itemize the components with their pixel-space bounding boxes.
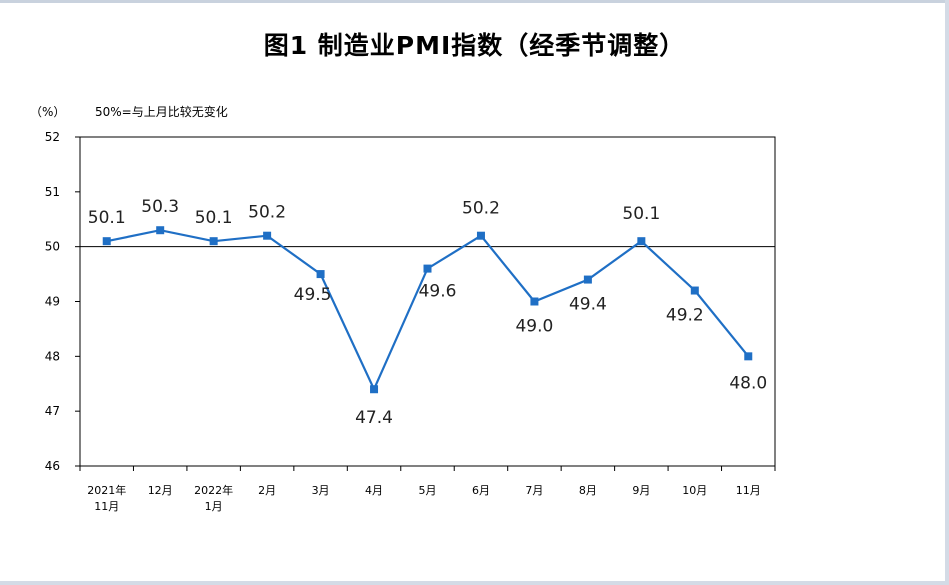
series-line-pmi [106, 229, 750, 392]
data-label-1: 50.3 [141, 197, 179, 217]
y-tick-label-48: 48 [45, 349, 60, 363]
y-tick-label-46: 46 [45, 459, 60, 473]
data-point-3 [263, 231, 272, 240]
y-axis-unit-label: （%） [30, 105, 66, 119]
x-category-label-11: 10月 [682, 484, 707, 497]
data-point-10 [637, 237, 646, 246]
data-point-1 [156, 226, 165, 235]
chart-title: 图1 制造业PMI指数（经季节调整） [263, 31, 686, 60]
data-point-2 [209, 237, 218, 246]
y-tick-label-47: 47 [45, 404, 60, 418]
reference-note: 50%=与上月比较无变化 [95, 105, 228, 119]
data-point-5 [370, 385, 379, 394]
data-label-3: 50.2 [248, 203, 286, 223]
data-label-2: 50.1 [195, 208, 233, 228]
data-label-9: 49.4 [569, 295, 607, 315]
x-category-label-2: 2022年 1月 [194, 483, 233, 513]
x-category-label-3: 2月 [258, 484, 276, 497]
data-label-7: 50.2 [462, 199, 500, 219]
data-point-7 [476, 231, 485, 240]
data-point-6 [423, 264, 432, 273]
x-category-label-1: 12月 [148, 484, 173, 497]
top-border-strip [0, 0, 949, 3]
x-category-label-12: 11月 [736, 484, 761, 497]
x-category-label-5: 4月 [365, 484, 383, 497]
data-label-4: 49.5 [294, 285, 332, 305]
x-category-label-0: 2021年 11月 [87, 483, 126, 513]
data-label-12: 48.0 [729, 373, 767, 393]
data-point-12 [744, 352, 753, 361]
data-label-10: 50.1 [622, 204, 660, 224]
x-category-label-7: 6月 [472, 484, 490, 497]
x-category-label-6: 5月 [419, 484, 437, 497]
y-tick-label-50: 50 [45, 240, 60, 254]
data-label-8: 49.0 [515, 317, 553, 337]
x-category-label-4: 3月 [312, 484, 330, 497]
x-category-label-8: 7月 [525, 484, 543, 497]
x-category-label-10: 9月 [632, 484, 650, 497]
data-point-4 [316, 270, 325, 279]
data-label-6: 49.6 [419, 282, 457, 302]
data-point-8 [530, 297, 539, 306]
data-point-9 [583, 275, 592, 284]
y-tick-label-52: 52 [45, 130, 60, 144]
data-point-0 [102, 237, 111, 246]
data-label-0: 50.1 [88, 208, 126, 228]
data-point-11 [690, 286, 699, 295]
data-label-11: 49.2 [666, 306, 704, 326]
data-label-5: 47.4 [355, 408, 393, 428]
x-category-label-9: 8月 [579, 484, 597, 497]
y-tick-label-51: 51 [45, 185, 60, 199]
y-tick-label-49: 49 [45, 295, 60, 309]
